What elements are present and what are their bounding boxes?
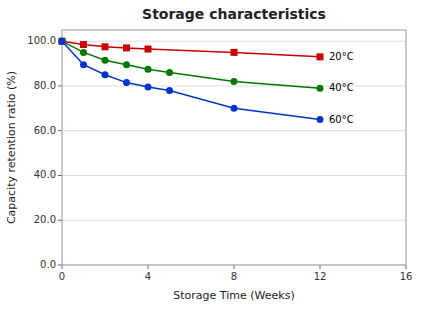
tick-mark (58, 85, 62, 86)
data-point (145, 46, 152, 53)
line-label: 60°C (329, 114, 354, 125)
data-point (123, 44, 130, 51)
tick-label: 60.0 (34, 125, 56, 136)
data-point (317, 85, 324, 92)
data-point (231, 105, 238, 112)
x-axis-label: Storage Time (Weeks) (173, 289, 294, 302)
data-point (145, 84, 152, 91)
data-point (80, 49, 87, 56)
data-point (166, 87, 173, 94)
plot-frame (62, 30, 406, 265)
tick-mark (58, 175, 62, 176)
grid-line (62, 130, 406, 131)
tick-label: 80.0 (34, 80, 56, 91)
tick-mark (62, 265, 63, 269)
data-point (80, 41, 87, 48)
tick-mark (320, 265, 321, 269)
tick-mark (234, 265, 235, 269)
data-point (166, 69, 173, 76)
tick-label: 0.0 (40, 259, 56, 270)
chart-title: Storage characteristics (142, 6, 326, 22)
tick-label: 40.0 (34, 169, 56, 180)
data-point (59, 38, 66, 45)
data-point (59, 38, 66, 45)
series-line (62, 41, 320, 119)
series-line (62, 41, 320, 57)
grid-line (62, 85, 406, 86)
tick-mark (58, 265, 62, 266)
tick-label: 20.0 (34, 214, 56, 225)
tick-mark (58, 220, 62, 221)
data-point (317, 53, 324, 60)
tick-mark (58, 130, 62, 131)
tick-label: 0 (59, 271, 65, 282)
line-label: 20°C (329, 51, 354, 62)
tick-label: 16 (400, 271, 413, 282)
tick-mark (406, 265, 407, 269)
data-point (59, 38, 66, 45)
data-point (102, 57, 109, 64)
data-point (231, 78, 238, 85)
data-point (102, 43, 109, 50)
tick-mark (148, 265, 149, 269)
grid-line (62, 175, 406, 176)
plot-area (59, 38, 324, 123)
tick-label: 100.0 (27, 35, 56, 46)
data-point (80, 61, 87, 68)
grid-line (62, 220, 406, 221)
data-point (123, 79, 130, 86)
line-label: 40°C (329, 82, 354, 93)
series-line (62, 41, 320, 88)
y-axis-label: Capacity retention ratio (%) (5, 71, 18, 224)
data-point (102, 71, 109, 78)
tick-label: 4 (145, 271, 151, 282)
data-point (317, 116, 324, 123)
data-point (145, 66, 152, 73)
chart: 0.0 20.0 40.0 60.0 80.0 100.0 0 4 8 12 16 20°C 40°C 6… (0, 0, 426, 309)
grid-line (62, 41, 406, 42)
tick-label: 8 (231, 271, 237, 282)
data-point (231, 49, 238, 56)
tick-label: 12 (314, 271, 327, 282)
data-point (123, 61, 130, 68)
